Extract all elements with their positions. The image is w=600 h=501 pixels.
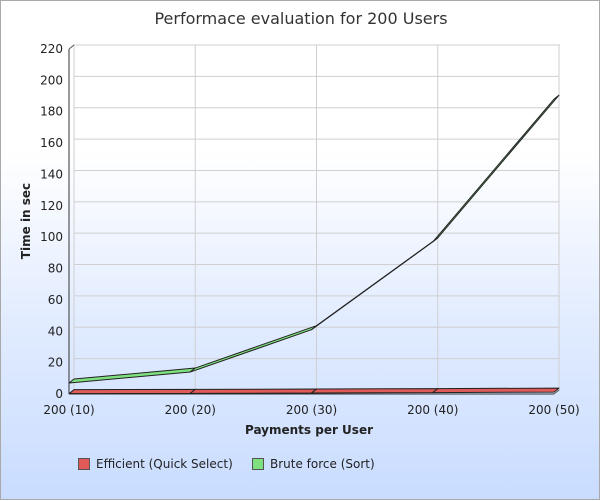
y-tick-label: 100 [40, 230, 63, 244]
axis-depth-edge [69, 45, 74, 49]
x-tick-label: 200 (10) [43, 403, 94, 417]
y-tick-label: 140 [40, 167, 63, 181]
legend-label-brute-force: Brute force (Sort) [270, 457, 375, 471]
series-efficient-segment [312, 389, 438, 393]
legend-swatch-efficient [78, 458, 90, 470]
y-tick-label: 0 [55, 387, 63, 401]
y-tick-label: 220 [40, 42, 63, 56]
y-tick-label: 120 [40, 199, 63, 213]
x-tick-label: 200 (50) [528, 403, 579, 417]
y-tick-label: 160 [40, 136, 63, 150]
y-tick-label: 40 [48, 324, 63, 338]
series-brute-force-segment [433, 95, 559, 242]
series-efficient-segment [190, 389, 316, 393]
y-tick-label: 180 [40, 105, 63, 119]
legend: Efficient (Quick Select) Brute force (So… [1, 457, 600, 475]
x-axis-label: Payments per User [245, 423, 373, 437]
y-tick-label: 80 [48, 262, 63, 276]
series-brute-force-segment [312, 238, 438, 330]
legend-swatch-brute-force [252, 458, 264, 470]
x-tick-label: 200 (20) [165, 403, 216, 417]
series-efficient-segment [69, 389, 195, 393]
legend-item-brute-force: Brute force (Sort) [252, 457, 375, 471]
x-tick-label: 200 (30) [286, 403, 337, 417]
legend-item-efficient: Efficient (Quick Select) [78, 457, 233, 471]
legend-label-efficient: Efficient (Quick Select) [96, 457, 233, 471]
series-efficient-segment [433, 388, 559, 392]
series-brute-force-segment [69, 368, 195, 383]
x-tick-label: 200 (40) [407, 403, 458, 417]
y-axis-label: Time in sec [19, 183, 33, 259]
y-tick-label: 60 [48, 293, 63, 307]
y-tick-label: 200 [40, 73, 63, 87]
y-tick-label: 20 [48, 356, 63, 370]
series-brute-force-segment [190, 326, 316, 372]
